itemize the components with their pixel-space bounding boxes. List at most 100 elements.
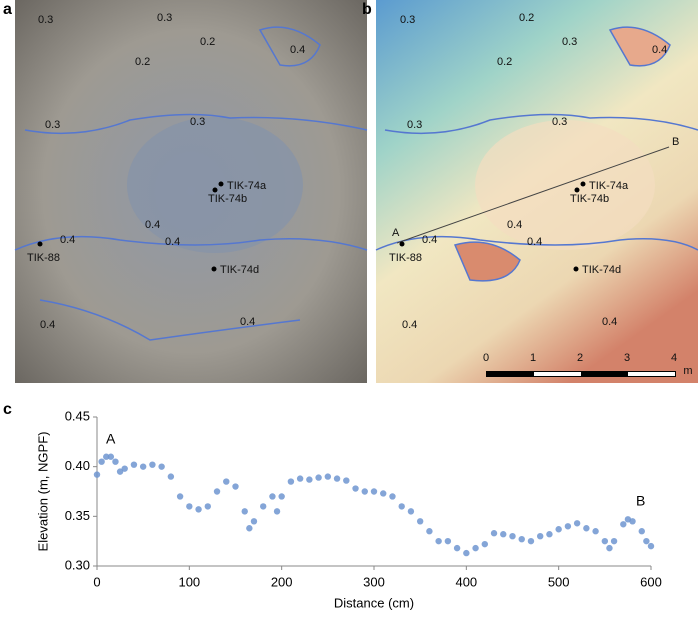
contour-label: 0.3 bbox=[157, 12, 172, 24]
x-tick-label: 500 bbox=[548, 574, 570, 589]
x-tick-label: 400 bbox=[455, 574, 477, 589]
data-point bbox=[601, 537, 609, 545]
contour-label: 0.4 bbox=[527, 236, 542, 248]
data-point bbox=[241, 508, 248, 515]
contour-label: 0.4 bbox=[145, 219, 160, 231]
profile-end: A bbox=[392, 227, 400, 239]
sample-point bbox=[218, 181, 224, 187]
contour-label: 0.4 bbox=[402, 319, 417, 331]
map-a bbox=[14, 0, 368, 383]
contour-label: 0.2 bbox=[497, 56, 512, 68]
contour-label: 0.2 bbox=[519, 12, 534, 24]
data-point bbox=[453, 544, 461, 552]
data-point bbox=[98, 458, 105, 465]
scale-label: 2 bbox=[577, 352, 583, 364]
data-point bbox=[158, 463, 165, 470]
data-point bbox=[287, 478, 295, 485]
x-tick-label: 100 bbox=[178, 574, 200, 589]
sample-label: TIK-74a bbox=[589, 180, 629, 192]
scale-label: 0 bbox=[483, 352, 489, 364]
scale-label: 3 bbox=[624, 352, 630, 364]
y-tick-label: 0.40 bbox=[65, 458, 90, 473]
data-point bbox=[555, 526, 562, 533]
data-point bbox=[107, 453, 115, 460]
data-point bbox=[472, 544, 479, 552]
data-point bbox=[527, 537, 535, 545]
x-tick-label: 300 bbox=[363, 574, 385, 589]
sample-point bbox=[399, 241, 405, 247]
data-point bbox=[583, 525, 590, 532]
contour-label: 0.4 bbox=[602, 316, 617, 328]
data-point bbox=[195, 506, 202, 513]
data-point bbox=[116, 468, 124, 475]
data-point bbox=[103, 453, 110, 460]
scale-label: m bbox=[683, 365, 692, 377]
data-point bbox=[204, 503, 211, 510]
data-point bbox=[343, 477, 350, 484]
data-point bbox=[546, 531, 553, 538]
contour-label: 0.4 bbox=[240, 316, 255, 328]
data-point bbox=[389, 493, 396, 500]
y-tick-label: 0.30 bbox=[65, 557, 90, 572]
data-point bbox=[500, 531, 507, 538]
data-point bbox=[629, 518, 636, 525]
contour-label: 0.4 bbox=[652, 44, 667, 56]
contour-label: 0.4 bbox=[290, 44, 305, 56]
data-point bbox=[444, 537, 452, 545]
contour-label: 0.4 bbox=[60, 234, 75, 246]
sample-label: TIK-74d bbox=[220, 264, 259, 276]
contour-label: 0.4 bbox=[40, 319, 55, 331]
data-point bbox=[246, 525, 253, 532]
data-point bbox=[130, 461, 138, 468]
data-point bbox=[121, 465, 128, 472]
data-point bbox=[296, 475, 304, 482]
data-point bbox=[139, 463, 147, 470]
contour-label: 0.3 bbox=[190, 116, 205, 128]
contour-label: 0.2 bbox=[200, 36, 215, 48]
contour-label: 0.2 bbox=[135, 56, 150, 68]
y-tick-label: 0.35 bbox=[65, 508, 90, 523]
data-point bbox=[398, 503, 405, 510]
data-point bbox=[260, 503, 267, 510]
sample-label: TIK-74b bbox=[208, 193, 247, 205]
profile-end: B bbox=[672, 136, 679, 148]
annotation: A bbox=[106, 431, 116, 447]
sample-label: TIK-88 bbox=[389, 252, 422, 264]
contour-label: 0.3 bbox=[400, 14, 415, 26]
data-point bbox=[518, 535, 525, 543]
data-point bbox=[223, 478, 230, 485]
data-point bbox=[490, 530, 498, 537]
data-point bbox=[592, 528, 599, 535]
data-point bbox=[112, 458, 119, 465]
panel-label: b bbox=[362, 1, 372, 18]
data-point bbox=[435, 537, 442, 545]
data-point bbox=[278, 493, 285, 500]
data-point bbox=[306, 476, 313, 483]
contour-label: 0.4 bbox=[165, 236, 180, 248]
annotation: B bbox=[636, 493, 645, 509]
map-b bbox=[375, 0, 698, 383]
data-point bbox=[361, 488, 368, 495]
data-point bbox=[370, 488, 378, 495]
scale-label: 1 bbox=[530, 352, 536, 364]
x-tick-label: 200 bbox=[271, 574, 293, 589]
data-point bbox=[481, 540, 488, 548]
scale-label: 4 bbox=[671, 352, 677, 364]
contour-label: 0.4 bbox=[422, 234, 437, 246]
contour-label: 0.3 bbox=[45, 119, 60, 131]
data-point bbox=[333, 475, 341, 482]
data-point bbox=[564, 523, 572, 530]
sample-label: TIK-74b bbox=[570, 193, 609, 205]
sample-point bbox=[573, 266, 579, 272]
sample-point bbox=[212, 187, 218, 193]
sample-label: TIK-74a bbox=[227, 180, 267, 192]
x-tick-label: 600 bbox=[640, 574, 662, 589]
data-point bbox=[149, 461, 156, 468]
data-point bbox=[273, 508, 281, 515]
panel-label: a bbox=[3, 1, 12, 18]
sample-point bbox=[211, 266, 217, 272]
data-point bbox=[380, 490, 387, 497]
data-point bbox=[537, 533, 544, 540]
data-point bbox=[232, 483, 239, 490]
